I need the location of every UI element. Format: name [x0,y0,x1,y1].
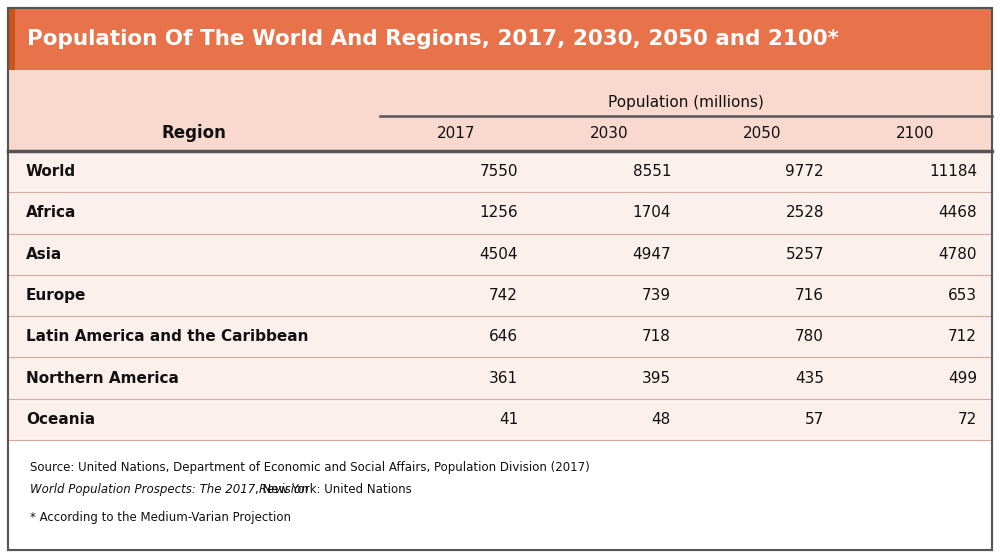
Text: Source: United Nations, Department of Economic and Social Affairs, Population Di: Source: United Nations, Department of Ec… [30,461,590,474]
Text: 742: 742 [489,288,518,303]
Text: 57: 57 [805,412,824,427]
Text: 11184: 11184 [929,164,977,179]
Text: 435: 435 [795,371,824,386]
Text: 4504: 4504 [480,247,518,262]
Text: Oceania: Oceania [26,412,95,427]
Text: 4947: 4947 [632,247,671,262]
Bar [8,151,992,193]
Text: 653: 653 [948,288,977,303]
Text: 499: 499 [948,371,977,386]
Text: 780: 780 [795,329,824,344]
Text: World Population Prospects: The 2017 Revision: World Population Prospects: The 2017 Rev… [30,483,309,497]
Text: Population Of The World And Regions, 2017, 2030, 2050 and 2100*: Population Of The World And Regions, 201… [27,29,839,49]
Bar [8,8,15,70]
Text: , New York: United Nations: , New York: United Nations [255,483,412,497]
Text: 4780: 4780 [938,247,977,262]
Text: Northern America: Northern America [26,371,179,386]
Text: 7550: 7550 [480,164,518,179]
Text: 739: 739 [642,288,671,303]
Text: 5257: 5257 [786,247,824,262]
Text: 4468: 4468 [938,205,977,220]
Text: 361: 361 [489,371,518,386]
Text: 72: 72 [958,412,977,427]
Text: 2030: 2030 [590,126,629,141]
Text: 41: 41 [499,412,518,427]
Text: 1704: 1704 [633,205,671,220]
Bar [8,275,992,316]
Bar [8,358,992,399]
Text: 646: 646 [489,329,518,344]
Bar [8,440,992,550]
Bar [8,8,992,70]
Text: 718: 718 [642,329,671,344]
Bar [8,234,992,275]
Text: World: World [26,164,76,179]
Text: 716: 716 [795,288,824,303]
Text: 2017: 2017 [437,126,476,141]
Text: 8551: 8551 [633,164,671,179]
Text: 48: 48 [652,412,671,427]
Text: 1256: 1256 [479,205,518,220]
Text: 395: 395 [642,371,671,386]
Text: 2528: 2528 [786,205,824,220]
Text: 2100: 2100 [896,126,935,141]
Text: * According to the Medium-Varian Projection: * According to the Medium-Varian Project… [30,512,291,525]
Text: 9772: 9772 [785,164,824,179]
Text: Region: Region [162,124,226,142]
Text: Africa: Africa [26,205,76,220]
Text: Population (millions): Population (millions) [608,94,764,109]
Text: 712: 712 [948,329,977,344]
Text: 2050: 2050 [743,126,782,141]
Text: Asia: Asia [26,247,62,262]
Bar [8,193,992,234]
Bar [8,316,992,358]
Text: Europe: Europe [26,288,86,303]
Bar [8,399,992,440]
Text: Latin America and the Caribbean: Latin America and the Caribbean [26,329,308,344]
Bar [8,70,992,550]
